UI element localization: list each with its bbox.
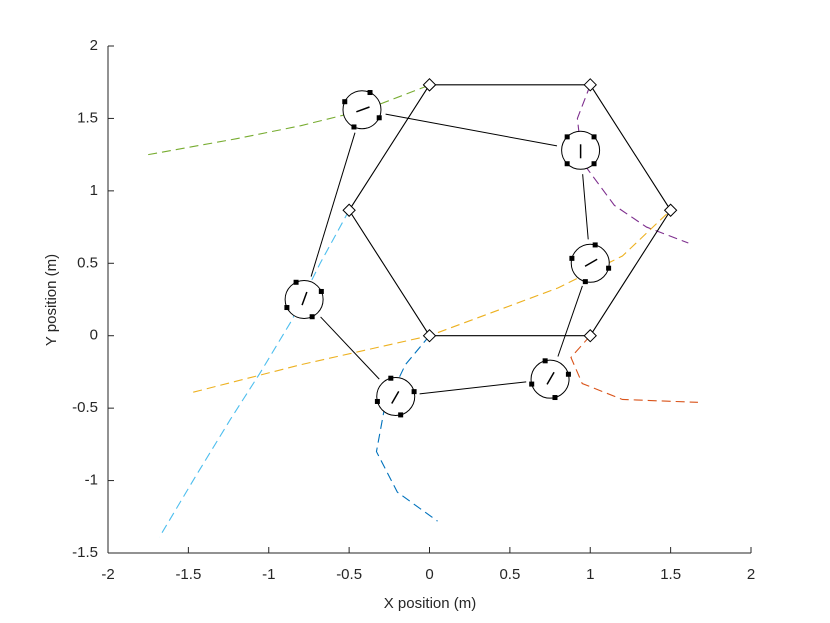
x-tick-label: 0.5 — [499, 566, 520, 583]
trajectory — [148, 84, 430, 156]
x-tick-label: -2 — [101, 566, 114, 583]
robot-link — [320, 316, 380, 380]
y-tick-label: -0.5 — [72, 399, 98, 416]
y-tick-label: 2 — [90, 37, 98, 54]
trajectory — [570, 335, 698, 403]
robot-heading — [584, 258, 598, 267]
robot-wheel — [293, 279, 299, 285]
x-tick-label: 1.5 — [660, 566, 681, 583]
robot-link — [310, 132, 356, 277]
robot-heading — [546, 371, 555, 385]
robot-wheel — [309, 314, 315, 320]
robot-wheel — [367, 90, 373, 96]
robot-wheel — [592, 242, 598, 248]
trajectory — [193, 209, 672, 393]
robot-wheel — [342, 99, 348, 105]
robot-heading — [391, 390, 400, 404]
robot-wheel — [582, 279, 588, 285]
robot-wheel — [564, 134, 570, 140]
robot-wheel — [606, 265, 612, 271]
robot-wheel — [569, 255, 575, 261]
y-tick-label: 1.5 — [77, 109, 98, 126]
robot-wheel — [351, 124, 357, 130]
robot-link — [557, 285, 583, 357]
y-axis-label: Y position (m) — [43, 254, 60, 346]
x-tick-label: -1.5 — [175, 566, 201, 583]
formation-vertex — [342, 203, 356, 217]
trajectory — [576, 84, 689, 244]
robot-wheel — [318, 288, 324, 294]
robot-wheel — [552, 395, 558, 401]
robot-heading — [301, 291, 308, 306]
formation-vertex — [663, 203, 678, 217]
robot-wheel — [564, 161, 570, 167]
y-tick-label: -1.5 — [72, 544, 98, 561]
formation-vertex — [583, 329, 597, 343]
x-tick-label: -1 — [262, 566, 275, 583]
y-tick-label: 0.5 — [77, 254, 98, 271]
robot-wheel — [529, 381, 535, 387]
x-tick-label: 2 — [747, 566, 755, 583]
robot-link — [582, 174, 589, 240]
robot-wheel — [388, 375, 394, 381]
x-tick-label: 1 — [586, 566, 594, 583]
x-axis-label: X position (m) — [384, 595, 477, 612]
y-tick-label: -1 — [85, 472, 98, 489]
x-tick-label: -0.5 — [336, 566, 362, 583]
robot-wheel — [591, 161, 597, 167]
robot-wheel — [284, 305, 290, 311]
robot-heading — [356, 106, 370, 113]
formation-vertex — [422, 329, 437, 343]
formation-vertex — [583, 78, 597, 92]
trajectory — [158, 210, 350, 538]
robot-wheel — [376, 115, 382, 121]
y-tick-label: 1 — [90, 182, 98, 199]
robot-wheel — [565, 371, 571, 377]
robot-wheel — [374, 398, 380, 404]
robot-wheel — [591, 134, 597, 140]
robot-link — [419, 381, 527, 395]
trajectory — [375, 335, 438, 522]
robot-wheel — [398, 412, 404, 418]
robot-wheel — [542, 358, 548, 364]
y-tick-label: 0 — [90, 327, 98, 344]
robot-link — [385, 113, 558, 147]
x-tick-label: 0 — [425, 566, 433, 583]
formation-vertex — [422, 78, 437, 92]
robot-wheel — [411, 389, 417, 395]
